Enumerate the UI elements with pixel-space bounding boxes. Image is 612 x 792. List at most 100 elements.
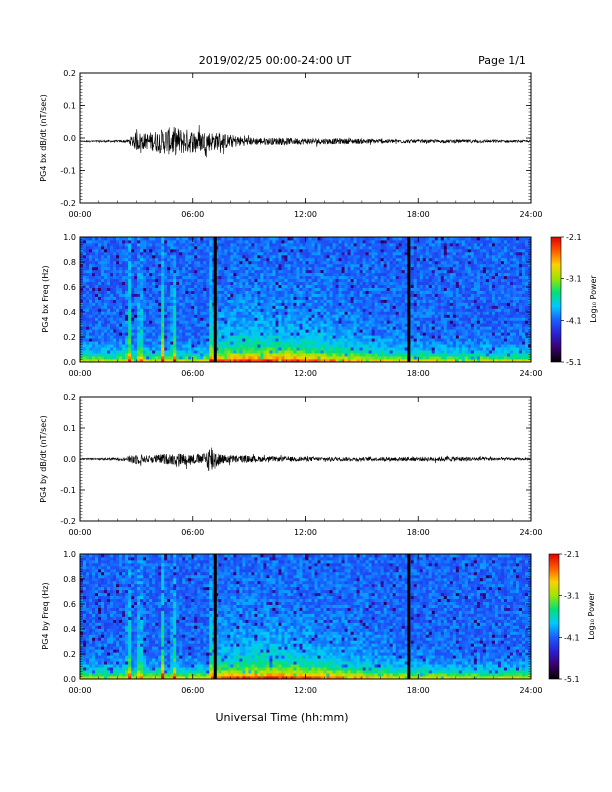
spectrogram-cell (191, 257, 195, 262)
spectrogram-cell (146, 269, 150, 274)
spectrogram-cell (140, 248, 144, 253)
spectrogram-cell (377, 320, 382, 324)
spectrogram-cell (356, 296, 361, 300)
spectrogram-cell (290, 350, 294, 354)
spectrogram-cell (302, 287, 306, 291)
spectrogram-cell (101, 356, 105, 360)
spectrogram-cell (164, 237, 168, 241)
spectrogram-cell (251, 308, 255, 312)
spectrogram-cell (191, 254, 195, 259)
spectrogram-cell (236, 341, 240, 345)
spectrogram-cell (158, 245, 162, 250)
spectrogram-cell (404, 341, 409, 345)
spectrogram-cell (173, 326, 177, 330)
spectrogram-cell (80, 269, 84, 274)
spectrogram-cell (284, 290, 288, 294)
spectrogram-cell (185, 248, 189, 253)
spectrogram-cell (311, 296, 315, 300)
spectrogram-cell (359, 296, 364, 300)
spectrogram-cell (239, 332, 243, 336)
spectrogram-cell (140, 314, 144, 318)
spectrogram-cell (425, 359, 430, 363)
spectrogram-cell (218, 254, 222, 259)
spectrogram-cell (92, 272, 96, 277)
spectrogram-cell (338, 260, 342, 265)
spectrogram-cell (119, 305, 123, 309)
spectrogram-cell (338, 335, 342, 339)
spectrogram-cell (119, 254, 123, 259)
spectrogram-cell (284, 302, 288, 306)
spectrogram-cell (242, 317, 246, 321)
spectrogram-cell (209, 266, 213, 271)
spectrogram-cell (293, 299, 297, 303)
spectrogram-cell (173, 272, 177, 277)
spectrogram-cell (338, 251, 342, 256)
spectrogram-cell (152, 320, 156, 324)
spectrogram-cell (326, 356, 330, 360)
spectrogram-cell (347, 290, 351, 294)
spectrogram-cell (137, 347, 141, 351)
spectrogram-cell (410, 284, 415, 288)
spectrogram-cell (179, 353, 183, 357)
spectrogram-cell (164, 272, 168, 277)
spectrogram-cell (302, 248, 306, 253)
spectrogram-cell (419, 239, 424, 244)
bx-dbdt-xtick-label: 24:00 (519, 210, 542, 219)
spectrogram-cell (344, 350, 348, 354)
spectrogram-cell (347, 281, 351, 286)
spectrogram-cell (353, 284, 358, 288)
spectrogram-cell (140, 290, 144, 294)
spectrogram-cell (221, 347, 225, 351)
spectrogram-cell (206, 281, 210, 286)
spectrogram-cell (242, 314, 246, 318)
spectrogram-cell (320, 359, 324, 363)
spectrogram-cell (422, 263, 427, 268)
spectrogram-cell (296, 338, 300, 342)
spectrogram-cell (143, 242, 147, 247)
spectrogram-cell (386, 281, 391, 286)
spectrogram-cell (305, 278, 309, 283)
spectrogram-cell (242, 341, 246, 345)
spectrogram-cell (296, 353, 300, 357)
spectrogram-cell (326, 347, 330, 351)
spectrogram-cell (284, 311, 288, 315)
spectrogram-cell (368, 311, 373, 315)
spectrogram-cell (89, 293, 93, 297)
spectrogram-cell (404, 245, 409, 250)
spectrogram-cell (248, 347, 252, 351)
spectrogram-cell (119, 302, 123, 306)
spectrogram-cell (119, 281, 123, 286)
spectrogram-cell (332, 266, 336, 271)
spectrogram-cell (395, 287, 400, 291)
spectrogram-cell (92, 237, 96, 241)
spectrogram-cell (311, 344, 315, 348)
spectrogram-cell (383, 341, 388, 345)
spectrogram-cell (335, 314, 339, 318)
spectrogram-cell (269, 332, 273, 336)
spectrogram-cell (146, 323, 150, 327)
spectrogram-cell (176, 341, 180, 345)
spectrogram-cell (245, 350, 249, 354)
spectrogram-cell (191, 260, 195, 265)
spectrogram-cell (353, 239, 358, 244)
spectrogram-cell (149, 299, 153, 303)
spectrogram-cell (233, 269, 237, 274)
spectrogram-cell (305, 239, 309, 244)
spectrogram-cell (323, 317, 327, 321)
spectrogram-cell (191, 284, 195, 288)
spectrogram-cell (110, 356, 114, 360)
spectrogram-cell (203, 326, 207, 330)
spectrogram-cell (389, 323, 394, 327)
spectrogram-cell (203, 251, 207, 256)
spectrogram-cell (302, 353, 306, 357)
spectrogram-cell (215, 287, 219, 291)
spectrogram-cell (131, 284, 135, 288)
spectrogram-cell (158, 311, 162, 315)
spectrogram-cell (158, 344, 162, 348)
spectrogram-cell (161, 341, 165, 345)
spectrogram-cell (209, 263, 213, 268)
spectrogram-cell (164, 257, 168, 262)
spectrogram-cell (122, 350, 126, 354)
spectrogram-cell (362, 299, 367, 303)
spectrogram-cell (350, 302, 355, 306)
